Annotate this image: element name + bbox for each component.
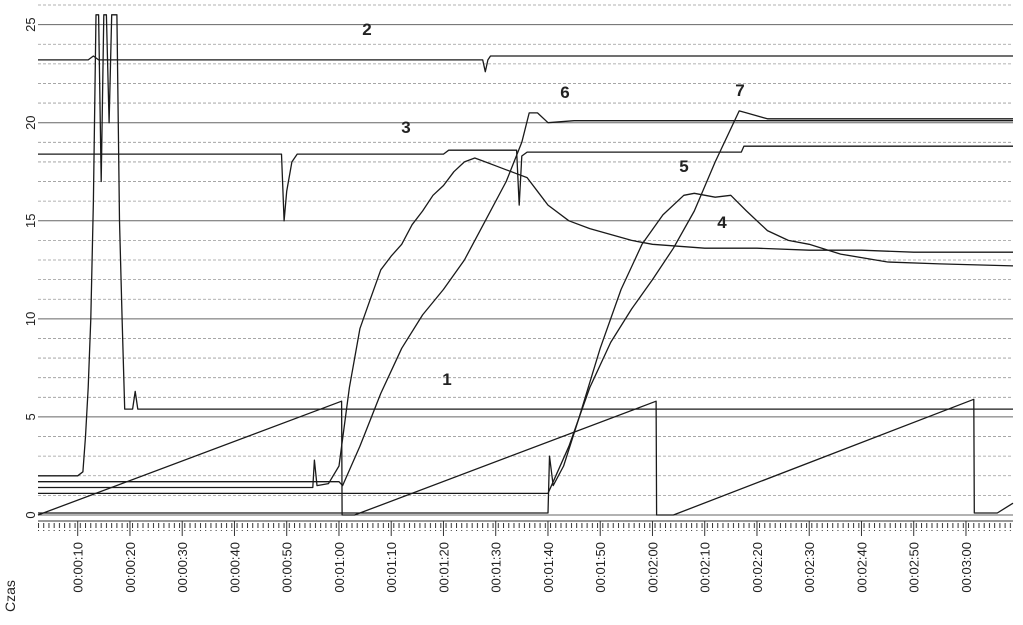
minor-tick-strip (38, 523, 1013, 531)
x-tick-label: 00:00:40 (227, 542, 242, 593)
series-line (38, 192, 1014, 514)
series-line (38, 145, 1013, 222)
x-tick-label: 00:02:30 (802, 542, 817, 593)
series-label: 3 (401, 118, 410, 137)
series-label: 1 (442, 370, 451, 389)
series-line (38, 14, 1013, 477)
x-tick-label: 00:00:30 (175, 542, 190, 593)
x-tick-label: 00:01:20 (436, 542, 451, 593)
series-label: 2 (362, 20, 371, 39)
y-tick-label: 25 (23, 17, 38, 31)
series-label: 4 (717, 213, 727, 232)
series-line (38, 157, 1013, 489)
x-tick-label: 00:00:10 (71, 542, 86, 593)
x-tick-label: 00:01:40 (541, 542, 556, 593)
y-tick-label: 10 (23, 312, 38, 326)
x-tick-label: 00:02:00 (645, 542, 660, 593)
x-tick-label: 00:02:10 (698, 542, 713, 593)
series-label: 5 (679, 157, 688, 176)
x-tick-label: 00:02:40 (854, 542, 869, 593)
series-label: 6 (560, 83, 569, 102)
x-tick-label: 00:01:00 (332, 542, 347, 593)
x-tick-label: 00:01:10 (384, 542, 399, 593)
x-tick-label: 00:01:30 (489, 542, 504, 593)
x-tick-label: 00:01:50 (593, 542, 608, 593)
series-label: 7 (735, 81, 744, 100)
y-tick-label: 15 (23, 214, 38, 228)
y-tick-label: 5 (23, 413, 38, 420)
y-tick-label: 0 (23, 511, 38, 518)
x-tick-label: 00:02:50 (907, 542, 922, 593)
x-tick-label: 00:00:50 (280, 542, 295, 593)
series-line (37, 398, 1014, 516)
y-tick-label: 20 (23, 115, 38, 129)
x-axis-title: Czas (2, 580, 18, 612)
series-line (38, 55, 1013, 73)
series-line (38, 110, 1013, 495)
x-tick-label: 00:02:20 (750, 542, 765, 593)
x-tick-label: 00:00:20 (123, 542, 138, 593)
x-tick-label: 00:03:00 (959, 542, 974, 593)
series-line (38, 112, 1013, 487)
